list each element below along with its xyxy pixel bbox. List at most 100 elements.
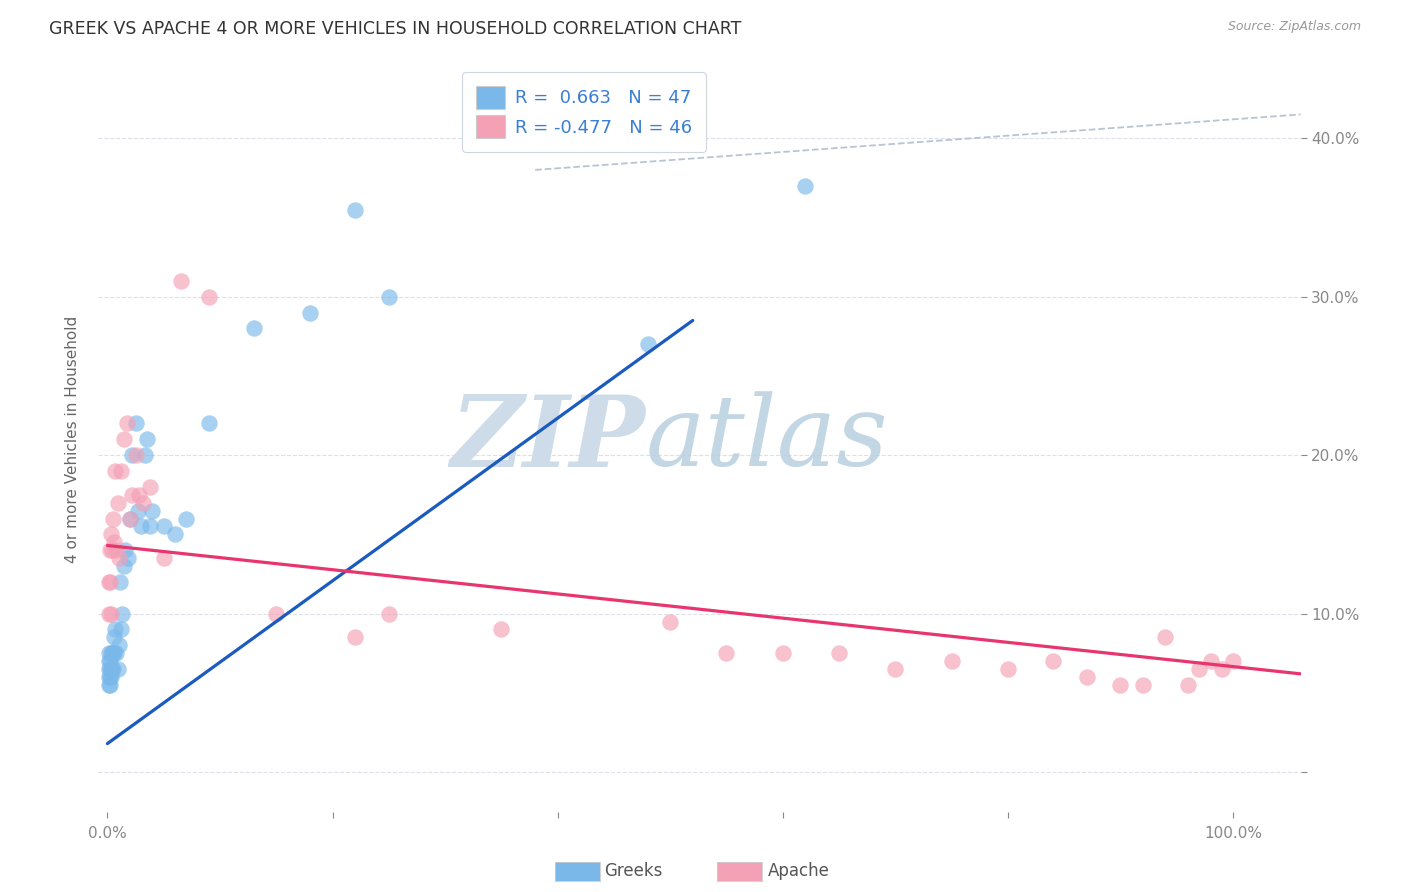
Point <box>1199 654 1222 668</box>
Point <box>101 646 124 660</box>
Point <box>884 662 907 676</box>
Point <box>1177 678 1199 692</box>
Point <box>98 670 121 684</box>
Point <box>637 337 659 351</box>
Point <box>139 480 162 494</box>
Point <box>134 448 156 462</box>
Point <box>104 464 127 478</box>
Point <box>98 678 121 692</box>
Point <box>112 559 135 574</box>
Point <box>941 654 963 668</box>
Point <box>110 464 132 478</box>
Point <box>114 543 136 558</box>
Point <box>98 574 121 589</box>
Point <box>115 417 138 431</box>
Point <box>100 646 122 660</box>
Point <box>135 433 157 447</box>
Point <box>152 551 174 566</box>
Point <box>118 511 141 525</box>
Point <box>169 274 191 288</box>
Point <box>127 503 149 517</box>
Point <box>97 678 120 692</box>
Point <box>101 662 124 676</box>
Point <box>124 417 146 431</box>
Y-axis label: 4 or more Vehicles in Household: 4 or more Vehicles in Household <box>65 316 80 563</box>
Point <box>174 511 197 525</box>
Point <box>97 662 120 676</box>
Point <box>828 646 851 660</box>
Point <box>716 646 738 660</box>
Point <box>344 631 367 645</box>
Point <box>101 646 124 660</box>
Point <box>100 527 122 541</box>
Point <box>108 574 131 589</box>
Point <box>103 535 125 549</box>
Point <box>997 662 1019 676</box>
Point <box>101 543 124 558</box>
Point <box>378 290 401 304</box>
Point <box>101 511 124 525</box>
Point <box>1211 662 1233 676</box>
Point <box>107 662 129 676</box>
Point <box>107 496 129 510</box>
Point <box>100 670 122 684</box>
Point <box>97 670 120 684</box>
Point <box>124 448 146 462</box>
Point <box>101 662 124 676</box>
Point <box>103 631 125 645</box>
Point <box>197 290 219 304</box>
Point <box>117 551 139 566</box>
Point <box>1188 662 1211 676</box>
Text: ZIP: ZIP <box>450 391 645 488</box>
Point <box>107 638 129 652</box>
Text: Source: ZipAtlas.com: Source: ZipAtlas.com <box>1227 20 1361 33</box>
Point <box>491 623 513 637</box>
Point <box>132 496 155 510</box>
Point <box>794 178 817 193</box>
Point <box>98 654 121 668</box>
Point <box>659 615 682 629</box>
Point <box>1042 654 1064 668</box>
Point <box>97 607 120 621</box>
Text: atlas: atlas <box>645 392 889 487</box>
Point <box>163 527 186 541</box>
Point <box>242 321 264 335</box>
Point <box>772 646 794 660</box>
Point <box>1132 678 1154 692</box>
Point <box>139 519 162 533</box>
Point <box>129 519 152 533</box>
Point <box>105 646 128 660</box>
Point <box>128 488 150 502</box>
Point <box>97 574 120 589</box>
Point <box>98 662 121 676</box>
Point <box>100 607 122 621</box>
Point <box>1154 631 1177 645</box>
Point <box>1109 678 1132 692</box>
Point <box>98 543 121 558</box>
Point <box>299 305 322 319</box>
Point <box>112 433 135 447</box>
Point <box>118 511 141 525</box>
Legend: R =  0.663   N = 47, R = -0.477   N = 46: R = 0.663 N = 47, R = -0.477 N = 46 <box>463 72 706 152</box>
Point <box>103 646 125 660</box>
Point <box>1076 670 1098 684</box>
Point <box>344 202 367 217</box>
Text: Apache: Apache <box>768 863 830 880</box>
Point <box>152 519 174 533</box>
Point <box>121 488 143 502</box>
Point <box>121 448 143 462</box>
Point <box>378 607 401 621</box>
Point <box>97 646 120 660</box>
Point <box>1222 654 1244 668</box>
Point <box>141 503 163 517</box>
Point <box>110 623 132 637</box>
Point <box>100 662 122 676</box>
Point <box>111 607 134 621</box>
Point <box>264 607 287 621</box>
Point <box>104 623 127 637</box>
Text: GREEK VS APACHE 4 OR MORE VEHICLES IN HOUSEHOLD CORRELATION CHART: GREEK VS APACHE 4 OR MORE VEHICLES IN HO… <box>49 20 741 37</box>
Point <box>107 551 129 566</box>
Point <box>197 417 219 431</box>
Text: Greeks: Greeks <box>605 863 664 880</box>
Point <box>105 543 128 558</box>
